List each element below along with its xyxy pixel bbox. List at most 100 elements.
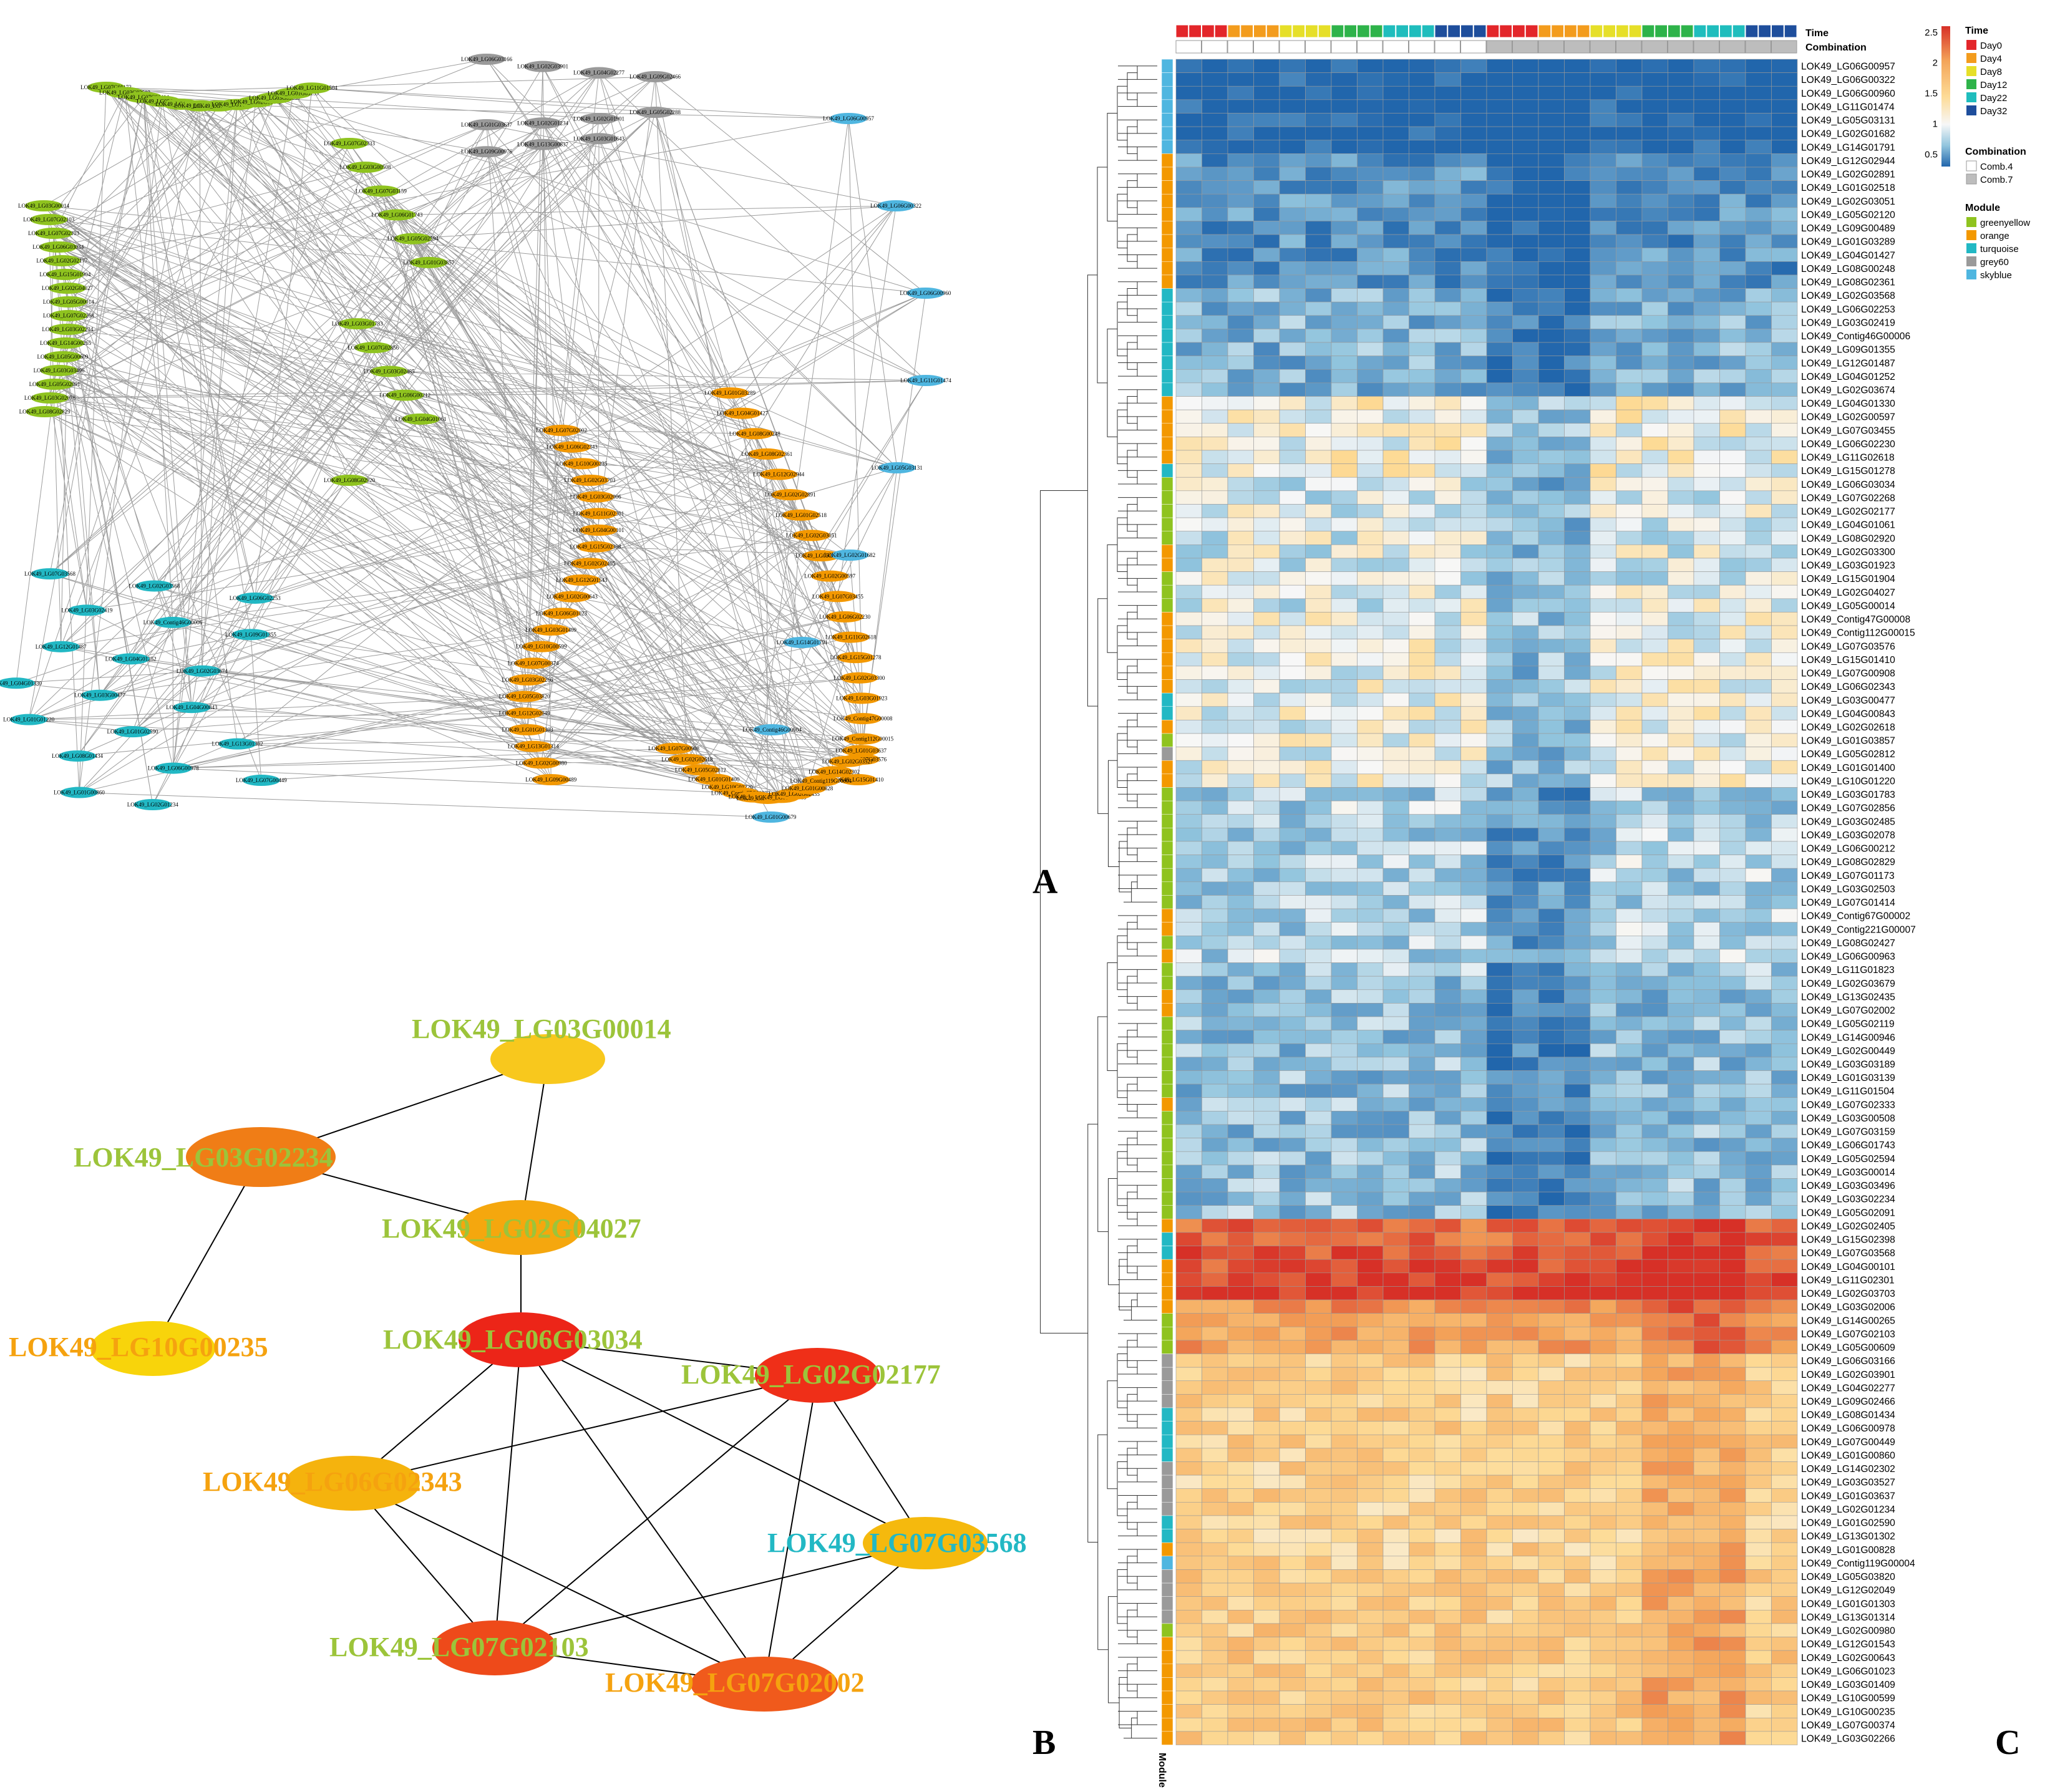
- heatmap-cell: [1745, 463, 1772, 478]
- heatmap-cell: [1641, 153, 1668, 168]
- heatmap-cell: [1486, 1232, 1513, 1246]
- heatmap-cell: [1668, 1003, 1694, 1017]
- heatmap-cell: [1616, 504, 1643, 518]
- heatmap-cell: [1253, 113, 1280, 127]
- network-node: LOK49_LG01G00679: [745, 811, 797, 823]
- node-label: LOK49_LG05G02091: [29, 381, 80, 387]
- heatmap-cell: [1409, 1354, 1436, 1368]
- hub-node: LOK49_LG06G02343: [203, 1456, 462, 1511]
- heatmap-cell: [1641, 1313, 1668, 1327]
- heatmap-cell: [1538, 1704, 1565, 1718]
- heatmap-cell: [1305, 1003, 1332, 1017]
- heatmap-cell: [1590, 692, 1616, 707]
- row-gene-label: LOK49_LG02G02618: [1801, 722, 1895, 733]
- heatmap-cell: [1668, 531, 1694, 545]
- heatmap-cell: [1616, 760, 1643, 775]
- heatmap-cell: [1305, 1556, 1332, 1570]
- heatmap-cell: [1538, 1623, 1565, 1637]
- heatmap-cell: [1434, 1434, 1461, 1449]
- heatmap-cell: [1357, 1690, 1384, 1705]
- heatmap-cell: [1771, 1556, 1798, 1570]
- heatmap-cell: [1227, 1488, 1254, 1503]
- heatmap-cell: [1564, 773, 1591, 788]
- heatmap-cell: [1745, 369, 1772, 384]
- heatmap-cell: [1357, 396, 1384, 410]
- heatmap-cell: [1175, 1070, 1202, 1085]
- node-label: LOK49_LG06G02343: [547, 444, 598, 450]
- heatmap-cell: [1564, 1151, 1591, 1166]
- heatmap-cell: [1202, 1138, 1228, 1152]
- heatmap-cell: [1745, 193, 1772, 208]
- heatmap-cell: [1331, 531, 1358, 545]
- heatmap-cell: [1771, 409, 1798, 424]
- heatmap-cell: [1771, 868, 1798, 883]
- heatmap-cell: [1512, 1461, 1539, 1476]
- heatmap-cell: [1590, 733, 1616, 747]
- heatmap-cell: [1590, 1043, 1616, 1058]
- heatmap-cell: [1279, 1111, 1306, 1125]
- heatmap-cell: [1253, 1677, 1280, 1692]
- heatmap-cell: [1175, 85, 1202, 100]
- heatmap-cell: [1745, 1556, 1772, 1570]
- row-gene-label: LOK49_LG02G01234: [1801, 1504, 1895, 1515]
- scale-tick-label: 0.5: [1925, 149, 1938, 160]
- heatmap-cell: [1486, 369, 1513, 384]
- node-label: LOK49_LG04G02277: [573, 70, 624, 76]
- module-annotation-cell: [1161, 1272, 1173, 1287]
- heatmap-cell: [1616, 1502, 1643, 1516]
- heatmap-cell: [1641, 1380, 1668, 1395]
- heatmap-cell: [1641, 113, 1668, 127]
- heatmap-cell: [1305, 59, 1332, 73]
- heatmap-cell: [1357, 59, 1384, 73]
- node-label: LOK49_LG08G02361: [741, 451, 792, 457]
- heatmap-cell: [1486, 180, 1513, 195]
- node-ellipse: [843, 692, 881, 704]
- heatmap-cell: [1409, 1407, 1436, 1421]
- heatmap-cell: [1227, 1286, 1254, 1300]
- heatmap-cell: [1641, 396, 1668, 410]
- heatmap-cell: [1616, 1286, 1643, 1300]
- heatmap-cell: [1175, 584, 1202, 599]
- heatmap-cell: [1331, 1151, 1358, 1166]
- heatmap-cell: [1538, 1421, 1565, 1435]
- heatmap-cell: [1175, 747, 1202, 761]
- heatmap-cell: [1357, 504, 1384, 518]
- heatmap-cell: [1641, 1057, 1668, 1071]
- heatmap-cell: [1305, 545, 1332, 559]
- node-ellipse: [636, 70, 674, 82]
- heatmap-cell: [1357, 733, 1384, 747]
- heatmap-cell: [1434, 369, 1461, 384]
- node-label: LOK49_LG03G02503: [99, 89, 150, 95]
- module-annotation-cell: [1161, 1407, 1173, 1421]
- heatmap-cell: [1564, 1650, 1591, 1665]
- heatmap-cell: [1564, 1569, 1591, 1584]
- heatmap-cell: [1590, 1016, 1616, 1030]
- heatmap-cell: [1382, 773, 1409, 788]
- heatmap-cell: [1641, 1704, 1668, 1718]
- node-label: LOK49_LG10G00599: [515, 644, 566, 650]
- network-node: LOK49_LG06G00322: [870, 200, 921, 211]
- heatmap-cell: [1668, 1354, 1694, 1368]
- heatmap-cell: [1641, 747, 1668, 761]
- module-annotation-cell: [1161, 423, 1173, 437]
- heatmap-cell: [1616, 1165, 1643, 1179]
- heatmap-cell: [1175, 1313, 1202, 1327]
- heatmap-cell: [1538, 1582, 1565, 1597]
- heatmap-cell: [1745, 1232, 1772, 1246]
- node-label: LOK49_LG06G02253: [230, 595, 281, 601]
- heatmap-cell: [1460, 423, 1487, 437]
- heatmap-cell: [1564, 490, 1591, 505]
- heatmap-cell: [1460, 193, 1487, 208]
- node-ellipse: [783, 637, 821, 648]
- heatmap-cell: [1719, 274, 1746, 289]
- node-ellipse: [218, 738, 256, 750]
- heatmap-cell: [1512, 437, 1539, 451]
- heatmap-cell: [1719, 1003, 1746, 1017]
- heatmap-cell: [1279, 1232, 1306, 1246]
- heatmap-cell: [1460, 1596, 1487, 1610]
- node-ellipse: [508, 674, 547, 685]
- heatmap-cell: [1668, 1043, 1694, 1058]
- heatmap-cell: [1719, 1354, 1746, 1368]
- heatmap-cell: [1409, 1003, 1436, 1017]
- heatmap-cell: [1512, 1003, 1539, 1017]
